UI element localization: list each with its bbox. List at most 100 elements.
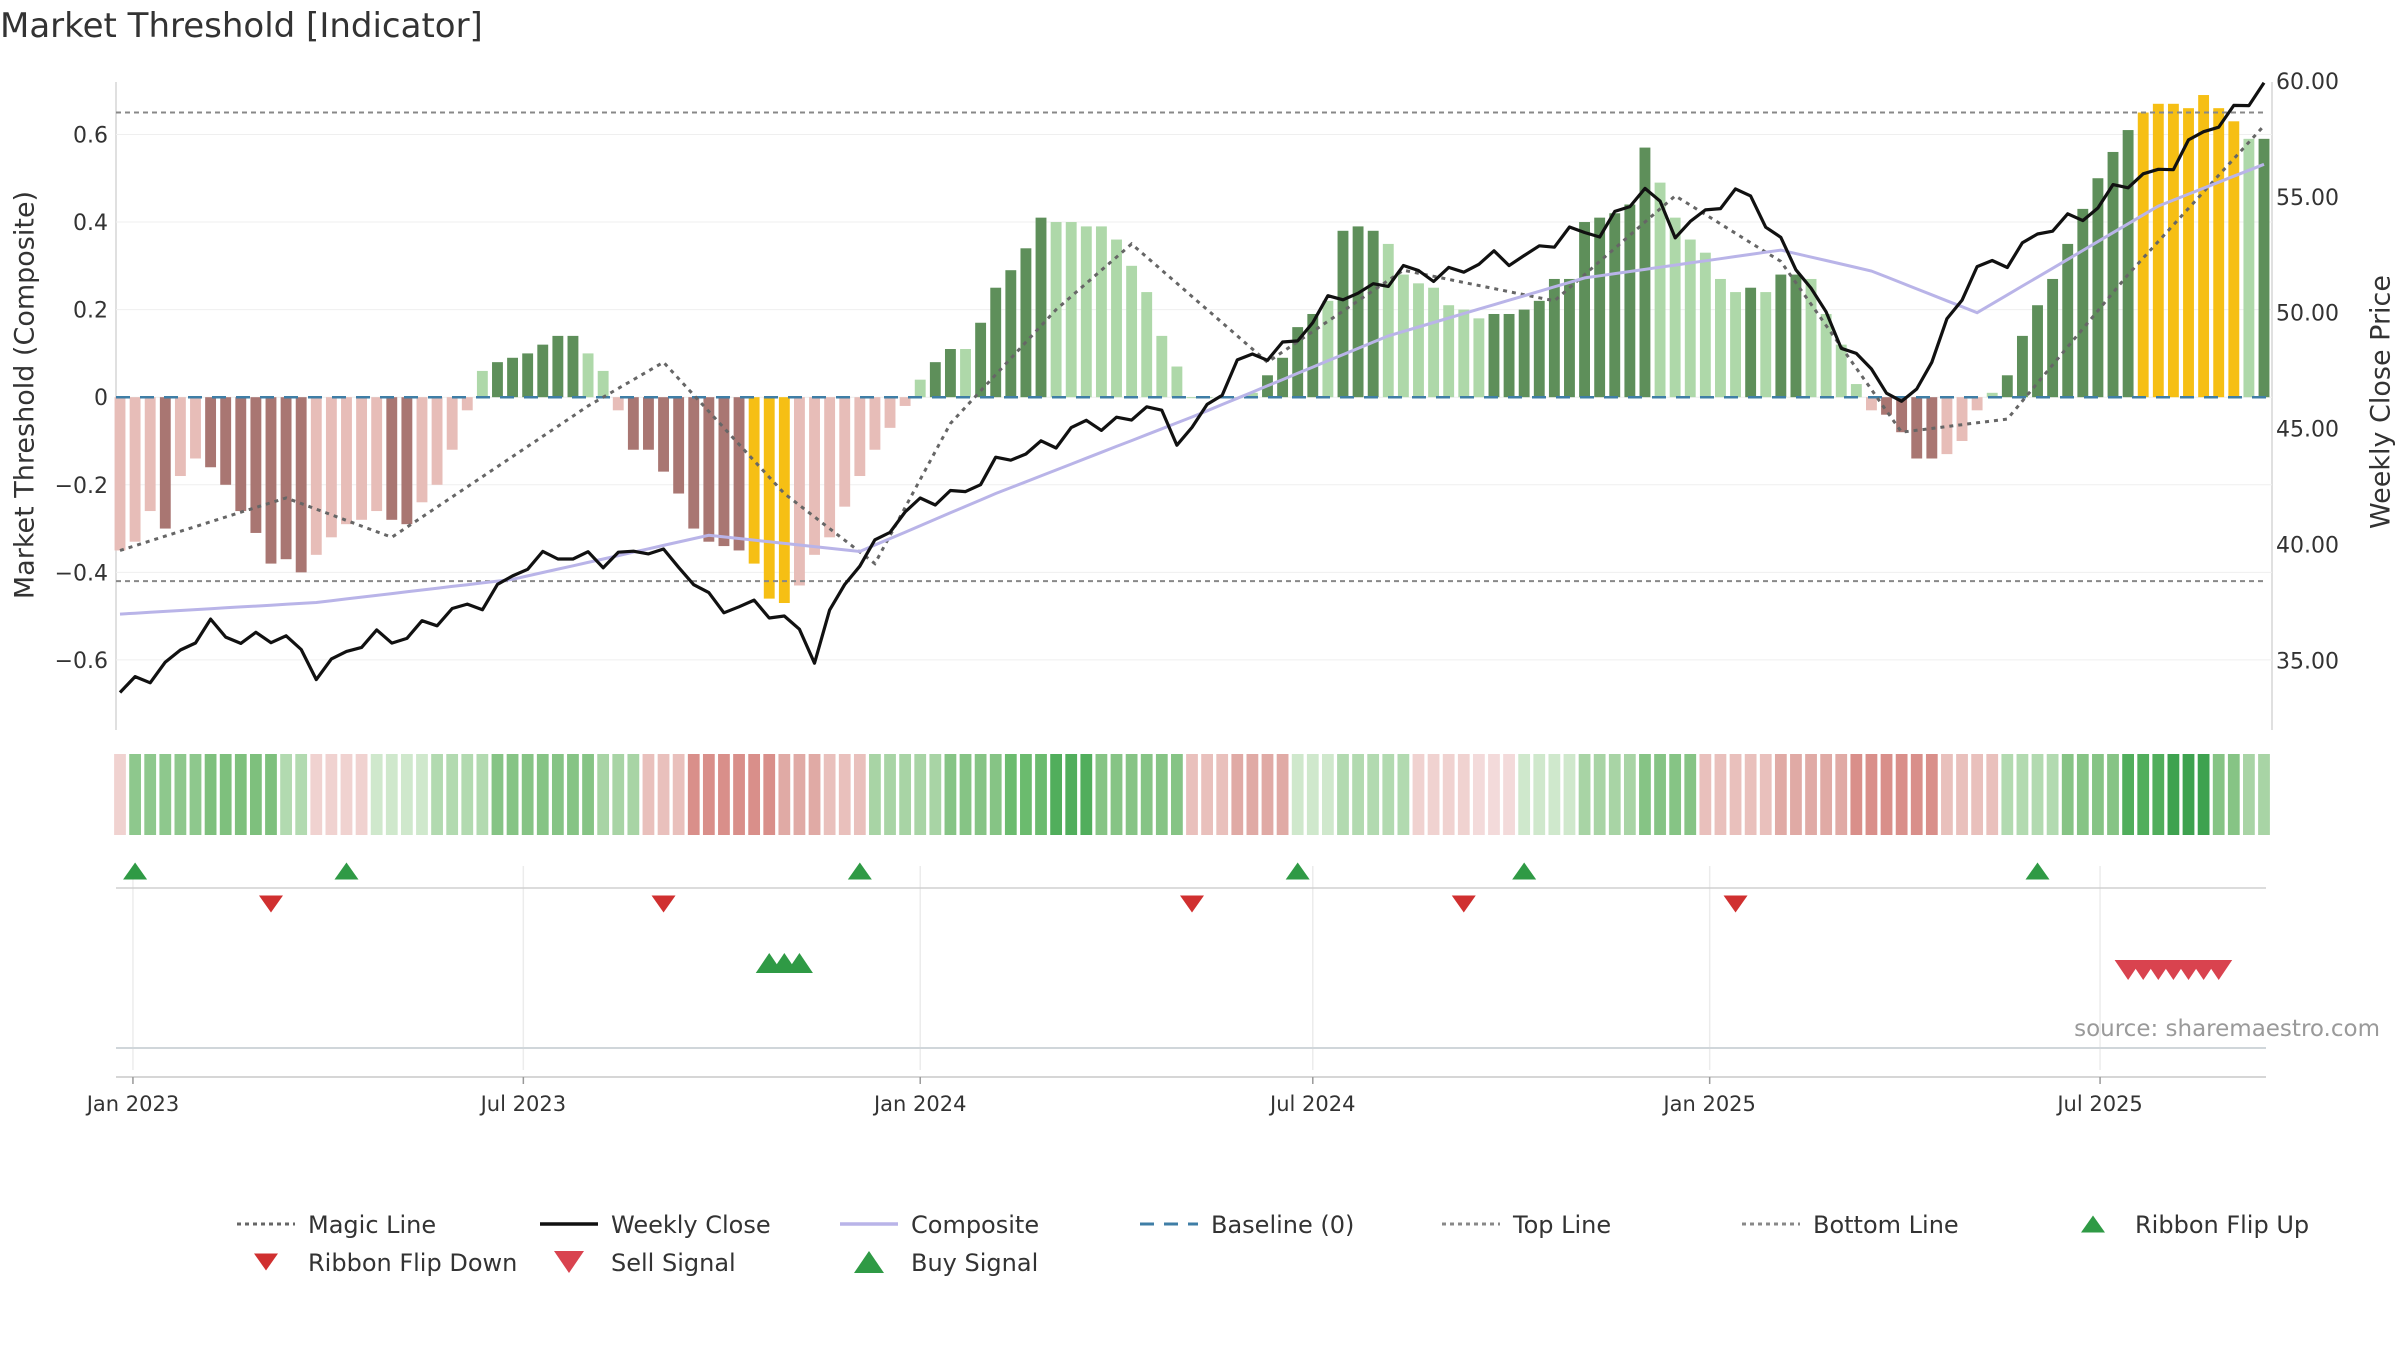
legend-swatch: [554, 1251, 584, 1273]
ribbon-cell: [2227, 754, 2240, 835]
ribbon-cell: [1216, 754, 1229, 835]
ribbon-cell: [204, 754, 217, 835]
ribbon-cell: [627, 754, 640, 835]
ribbon-cell: [763, 754, 776, 835]
composite-bar: [1005, 270, 1017, 398]
buy-signal-marker: [785, 953, 813, 973]
composite-bar: [190, 397, 201, 459]
ribbon-cell: [340, 754, 353, 835]
legend-label: Composite: [911, 1211, 1039, 1239]
composite-bar: [295, 397, 307, 573]
composite-bar: [1866, 397, 1877, 411]
composite-bar: [794, 397, 805, 586]
legend-label: Magic Line: [308, 1211, 436, 1239]
composite-bar: [1896, 397, 1908, 433]
composite-bar: [1126, 265, 1138, 398]
ribbon-cell: [1593, 754, 1606, 835]
composite-bar: [114, 397, 126, 551]
legend-label: Buy Signal: [911, 1249, 1038, 1277]
x-tick-label: Jan 2023: [85, 1092, 180, 1116]
ribbon-cell: [1306, 754, 1319, 835]
ribbon-cell: [1533, 754, 1546, 835]
composite-bar: [643, 397, 654, 450]
ribbon-cell: [793, 754, 806, 835]
composite-bar: [1413, 283, 1424, 398]
ribbon-cell: [234, 754, 247, 835]
composite-bar: [1956, 397, 1968, 441]
ribbon-cell: [144, 754, 157, 835]
ribbon-cell: [1669, 754, 1682, 835]
composite-bar: [507, 357, 518, 398]
weekly-close-line: [118, 81, 2266, 694]
ribbon-cell: [1095, 754, 1108, 835]
composite-bar: [703, 397, 715, 542]
composite-bar: [748, 397, 760, 564]
ribbon-cell: [1050, 754, 1063, 835]
composite-bar: [2167, 103, 2179, 398]
composite-bar: [2198, 95, 2210, 398]
y-left-tick-label: −0.2: [55, 474, 108, 499]
composite-bar: [1367, 230, 1379, 398]
composite-bar: [975, 322, 987, 398]
composite-bar: [325, 397, 337, 538]
ribbon-cell: [476, 754, 489, 835]
ribbon-cell: [385, 754, 398, 835]
ribbon-cell: [899, 754, 912, 835]
composite-bar: [612, 397, 624, 411]
composite-bar: [492, 362, 503, 398]
ribbon-cell: [1231, 754, 1244, 835]
composite-bar: [1881, 397, 1892, 415]
composite-bar: [658, 397, 669, 472]
ribbon-flip-down-marker: [1451, 895, 1476, 913]
ribbon-cell: [249, 754, 262, 835]
ribbon-cell: [778, 754, 791, 835]
composite-bar: [1579, 222, 1590, 398]
ribbon-cell: [2122, 754, 2135, 835]
ribbon-cell: [400, 754, 413, 835]
composite-bar: [914, 379, 926, 398]
ribbon-cell: [1201, 754, 1213, 835]
composite-bar: [1307, 313, 1319, 398]
composite-bar: [884, 397, 896, 428]
ribbon-cell: [2167, 754, 2180, 835]
ribbon-cell: [1472, 754, 1485, 835]
composite-bar: [944, 349, 956, 398]
composite-bar: [1065, 222, 1077, 398]
ribbon-cell: [2243, 754, 2255, 835]
ribbon-cell: [1503, 754, 1515, 835]
ribbon-cell: [280, 754, 292, 835]
ribbon-cell: [2016, 754, 2029, 835]
composite-bar: [869, 397, 881, 450]
legend-item: Baseline (0): [1140, 1211, 1354, 1239]
ribbon-cell: [1654, 754, 1666, 835]
composite-bar: [2047, 278, 2059, 398]
legend-item: Bottom Line: [1742, 1211, 1959, 1239]
composite-bar: [1428, 287, 1440, 398]
ribbon-cell: [974, 754, 987, 835]
composite-bar: [929, 362, 941, 398]
legend-item: Magic Line: [237, 1211, 436, 1239]
y-left-tick-label: 0: [94, 386, 108, 411]
composite-bar: [1020, 248, 1032, 398]
composite-bar: [2016, 335, 2028, 398]
ribbon-cell: [1578, 754, 1591, 835]
composite-bar: [1730, 292, 1741, 398]
ribbon-cell: [2107, 754, 2119, 835]
ribbon-cell: [1941, 754, 1953, 835]
legend-swatch: [254, 1253, 278, 1271]
composite-bar: [1669, 217, 1681, 398]
y-left-tick-label: −0.6: [55, 649, 108, 674]
composite-bar: [2258, 138, 2270, 398]
ribbon-cell: [657, 754, 670, 835]
composite-bar: [129, 397, 141, 542]
legend-label: Ribbon Flip Down: [308, 1249, 517, 1277]
ribbon-cell: [2001, 754, 2014, 835]
y-right-tick-label: 40.00: [2276, 534, 2339, 559]
ribbon-cell: [1774, 754, 1787, 835]
composite-bar: [763, 397, 775, 599]
ribbon-cell: [687, 754, 700, 835]
ribbon-cell: [1714, 754, 1727, 835]
ribbon-cell: [1382, 754, 1395, 835]
composite-bar: [310, 397, 322, 555]
